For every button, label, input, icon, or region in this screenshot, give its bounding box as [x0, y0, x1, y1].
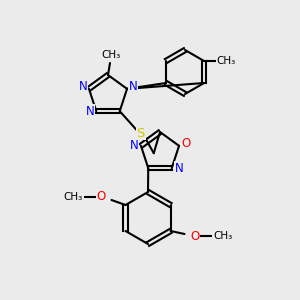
- Text: O: O: [97, 190, 106, 203]
- Text: O: O: [182, 137, 190, 150]
- Text: N: N: [174, 162, 183, 175]
- Text: N: N: [130, 139, 138, 152]
- Text: CH₃: CH₃: [101, 50, 121, 60]
- Text: CH₃: CH₃: [216, 56, 236, 66]
- Text: N: N: [86, 105, 94, 118]
- Text: CH₃: CH₃: [64, 192, 83, 202]
- Text: CH₃: CH₃: [213, 231, 232, 241]
- Text: S: S: [136, 127, 145, 140]
- Text: N: N: [129, 80, 137, 93]
- Text: N: N: [79, 80, 87, 93]
- Text: O: O: [190, 230, 199, 242]
